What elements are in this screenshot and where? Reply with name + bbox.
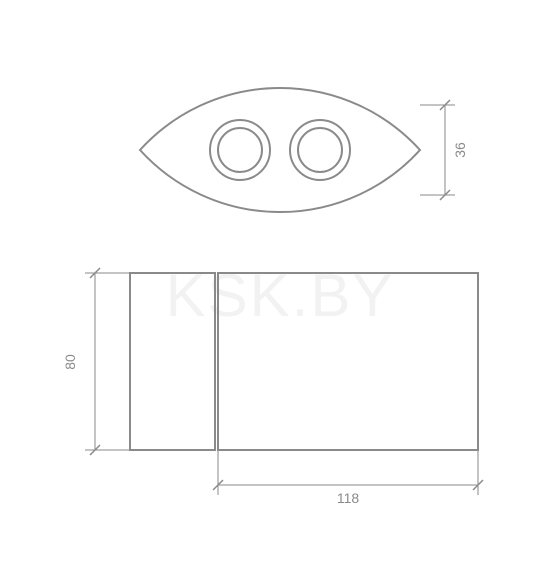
dim-label-36: 36	[452, 142, 468, 158]
watermark-text: KSK.BY	[166, 262, 395, 329]
technical-drawing: KSK.BY 36 80 118	[0, 0, 560, 580]
dim-label-80: 80	[62, 354, 78, 370]
dim-label-118: 118	[337, 490, 360, 506]
